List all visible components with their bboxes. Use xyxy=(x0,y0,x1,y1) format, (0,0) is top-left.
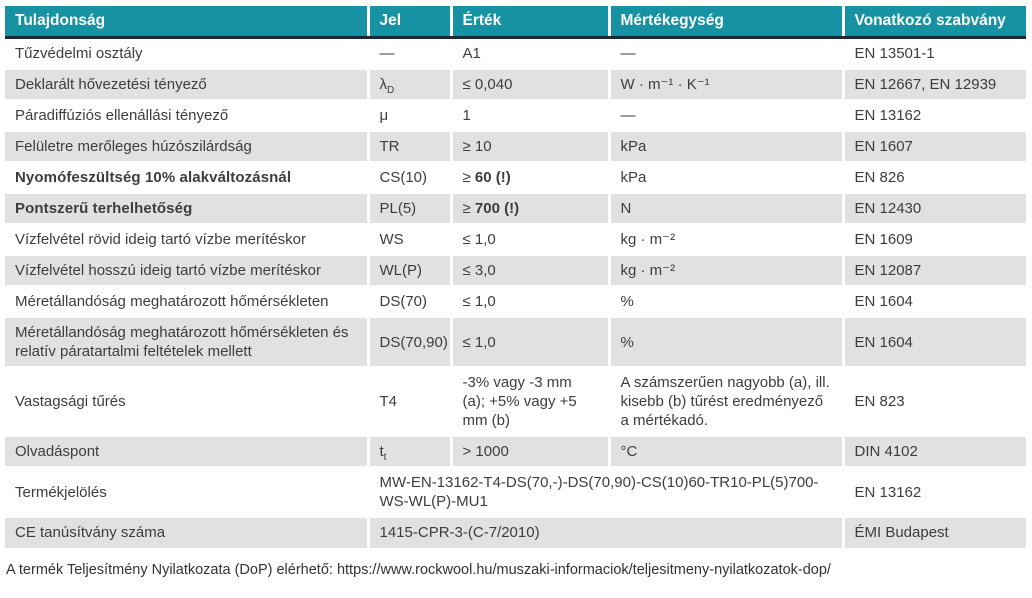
header-cell-standard: Vonatkozó szabvány xyxy=(843,6,1026,39)
cell-symbol: PL(5) xyxy=(368,192,453,225)
cell-unit: — xyxy=(609,37,845,70)
cell-property: Pontszerű terhelhetőség xyxy=(5,192,370,225)
cell-value: -3% vagy -3 mm (a); +5% vagy +5 mm (b) xyxy=(451,367,611,438)
cell-property: Méretállandóság meghatározott hőmérsékle… xyxy=(5,317,370,369)
cell-symbol: — xyxy=(368,37,453,70)
table-row-dimensional-stability-temp-humidity: Méretállandóság meghatározott hőmérsékle… xyxy=(5,317,1026,369)
cell-value: ≥ 60 (!) xyxy=(451,161,611,194)
cell-symbol: DS(70,90) xyxy=(368,317,453,369)
table-row-ce-certificate: CE tanúsítvány száma 1415-CPR-3-(C-7/201… xyxy=(5,517,1026,550)
cell-standard: EN 1604 xyxy=(843,286,1026,319)
cell-value: ≤ 3,0 xyxy=(451,255,611,288)
header-cell-unit: Mértékegység xyxy=(609,6,845,39)
cell-unit: kg · m⁻² xyxy=(609,255,845,288)
cell-symbol: T4 xyxy=(368,367,453,438)
cell-property: CE tanúsítvány száma xyxy=(5,517,370,550)
cell-standard: EN 12087 xyxy=(843,255,1026,288)
cell-value-span: MW-EN-13162-T4-DS(70,-)-DS(70,90)-CS(10)… xyxy=(368,467,845,519)
cell-standard: ÉMI Budapest xyxy=(843,517,1026,550)
cell-unit: kg · m⁻² xyxy=(609,223,845,257)
header-cell-value: Érték xyxy=(451,6,611,39)
cell-value: A1 xyxy=(451,37,611,70)
table-row-thickness-tolerance: Vastagsági tűrés T4 -3% vagy -3 mm (a); … xyxy=(5,367,1026,438)
properties-table: Tulajdonság Jel Érték Mértékegység Vonat… xyxy=(5,6,1026,550)
cell-value: ≤ 1,0 xyxy=(451,317,611,369)
table-row-compressive-stress: Nyomófeszültség 10% alakváltozásnál CS(1… xyxy=(5,161,1026,194)
table-row-dimensional-stability-temp: Méretállandóság meghatározott hőmérsékle… xyxy=(5,286,1026,319)
cell-value: ≥ 700 (!) xyxy=(451,192,611,225)
cell-unit: W · m⁻¹ · K⁻¹ xyxy=(609,68,845,101)
symbol-subscript: D xyxy=(387,84,395,96)
cell-symbol: λD xyxy=(368,68,453,101)
cell-standard: DIN 4102 xyxy=(843,436,1026,469)
cell-standard: EN 12667, EN 12939 xyxy=(843,68,1026,101)
cell-property: Méretállandóság meghatározott hőmérsékle… xyxy=(5,286,370,319)
cell-symbol: TR xyxy=(368,130,453,163)
cell-symbol: WL(P) xyxy=(368,255,453,288)
table-row-point-load: Pontszerű terhelhetőség PL(5) ≥ 700 (!) … xyxy=(5,192,1026,225)
cell-standard: EN 1607 xyxy=(843,130,1026,163)
cell-unit: kPa xyxy=(609,161,845,194)
cell-unit: — xyxy=(609,99,845,132)
cell-property: Olvadáspont xyxy=(5,436,370,469)
cell-unit: °C xyxy=(609,436,845,469)
cell-property: Vízfelvétel rövid ideig tartó vízbe merí… xyxy=(5,223,370,257)
cell-property: Deklarált hővezetési tényező xyxy=(5,68,370,101)
cell-standard: EN 826 xyxy=(843,161,1026,194)
cell-property: Vízfelvétel hosszú ideig tartó vízbe mer… xyxy=(5,255,370,288)
table-row-water-absorption-short: Vízfelvétel rövid ideig tartó vízbe merí… xyxy=(5,223,1026,257)
cell-symbol: tt xyxy=(368,436,453,469)
cell-standard: EN 12430 xyxy=(843,192,1026,225)
cell-value: ≤ 0,040 xyxy=(451,68,611,101)
cell-value: ≤ 1,0 xyxy=(451,223,611,257)
cell-standard: EN 1609 xyxy=(843,223,1026,257)
cell-unit: % xyxy=(609,317,845,369)
cell-property: Páradiffúziós ellenállási tényező xyxy=(5,99,370,132)
table-row-water-absorption-long: Vízfelvétel hosszú ideig tartó vízbe mer… xyxy=(5,255,1026,288)
cell-value: > 1000 xyxy=(451,436,611,469)
cell-value: 1 xyxy=(451,99,611,132)
cell-property: Felületre merőleges húzószilárdság xyxy=(5,130,370,163)
cell-property: Termékjelölés xyxy=(5,467,370,519)
cell-property: Tűzvédelmi osztály xyxy=(5,37,370,70)
cell-value-span: 1415-CPR-3-(C-7/2010) xyxy=(368,517,845,550)
cell-unit: N xyxy=(609,192,845,225)
symbol-subscript: t xyxy=(383,452,387,464)
cell-symbol: WS xyxy=(368,223,453,257)
cell-symbol: DS(70) xyxy=(368,286,453,319)
cell-symbol: CS(10) xyxy=(368,161,453,194)
table-row-melting-point: Olvadáspont tt > 1000 °C DIN 4102 xyxy=(5,436,1026,469)
footer-note: A termék Teljesítmény Nyilatkozata (DoP)… xyxy=(6,561,831,578)
table-header-row: Tulajdonság Jel Érték Mértékegység Vonat… xyxy=(5,6,1026,39)
cell-symbol: μ xyxy=(368,99,453,132)
cell-unit: % xyxy=(609,286,845,319)
cell-value: ≥ 10 xyxy=(451,130,611,163)
cell-standard: EN 823 xyxy=(843,367,1026,438)
cell-standard: EN 1604 xyxy=(843,317,1026,369)
cell-standard: EN 13162 xyxy=(843,467,1026,519)
table-row-thermal-conductivity: Deklarált hővezetési tényező λD ≤ 0,040 … xyxy=(5,68,1026,101)
table-row-product-designation: Termékjelölés MW-EN-13162-T4-DS(70,-)-DS… xyxy=(5,467,1026,519)
cell-value: ≤ 1,0 xyxy=(451,286,611,319)
header-cell-property: Tulajdonság xyxy=(5,6,370,39)
header-cell-symbol: Jel xyxy=(368,6,453,39)
cell-property: Nyomófeszültség 10% alakváltozásnál xyxy=(5,161,370,194)
cell-property: Vastagsági tűrés xyxy=(5,367,370,438)
cell-unit: kPa xyxy=(609,130,845,163)
table-row-fire-class: Tűzvédelmi osztály — A1 — EN 13501-1 xyxy=(5,37,1026,70)
cell-standard: EN 13162 xyxy=(843,99,1026,132)
cell-unit: A számszerűen nagyobb (a), ill. kisebb (… xyxy=(609,367,845,438)
table-row-tensile-strength: Felületre merőleges húzószilárdság TR ≥ … xyxy=(5,130,1026,163)
cell-standard: EN 13501-1 xyxy=(843,37,1026,70)
table-row-vapour-diffusion: Páradiffúziós ellenállási tényező μ 1 — … xyxy=(5,99,1026,132)
